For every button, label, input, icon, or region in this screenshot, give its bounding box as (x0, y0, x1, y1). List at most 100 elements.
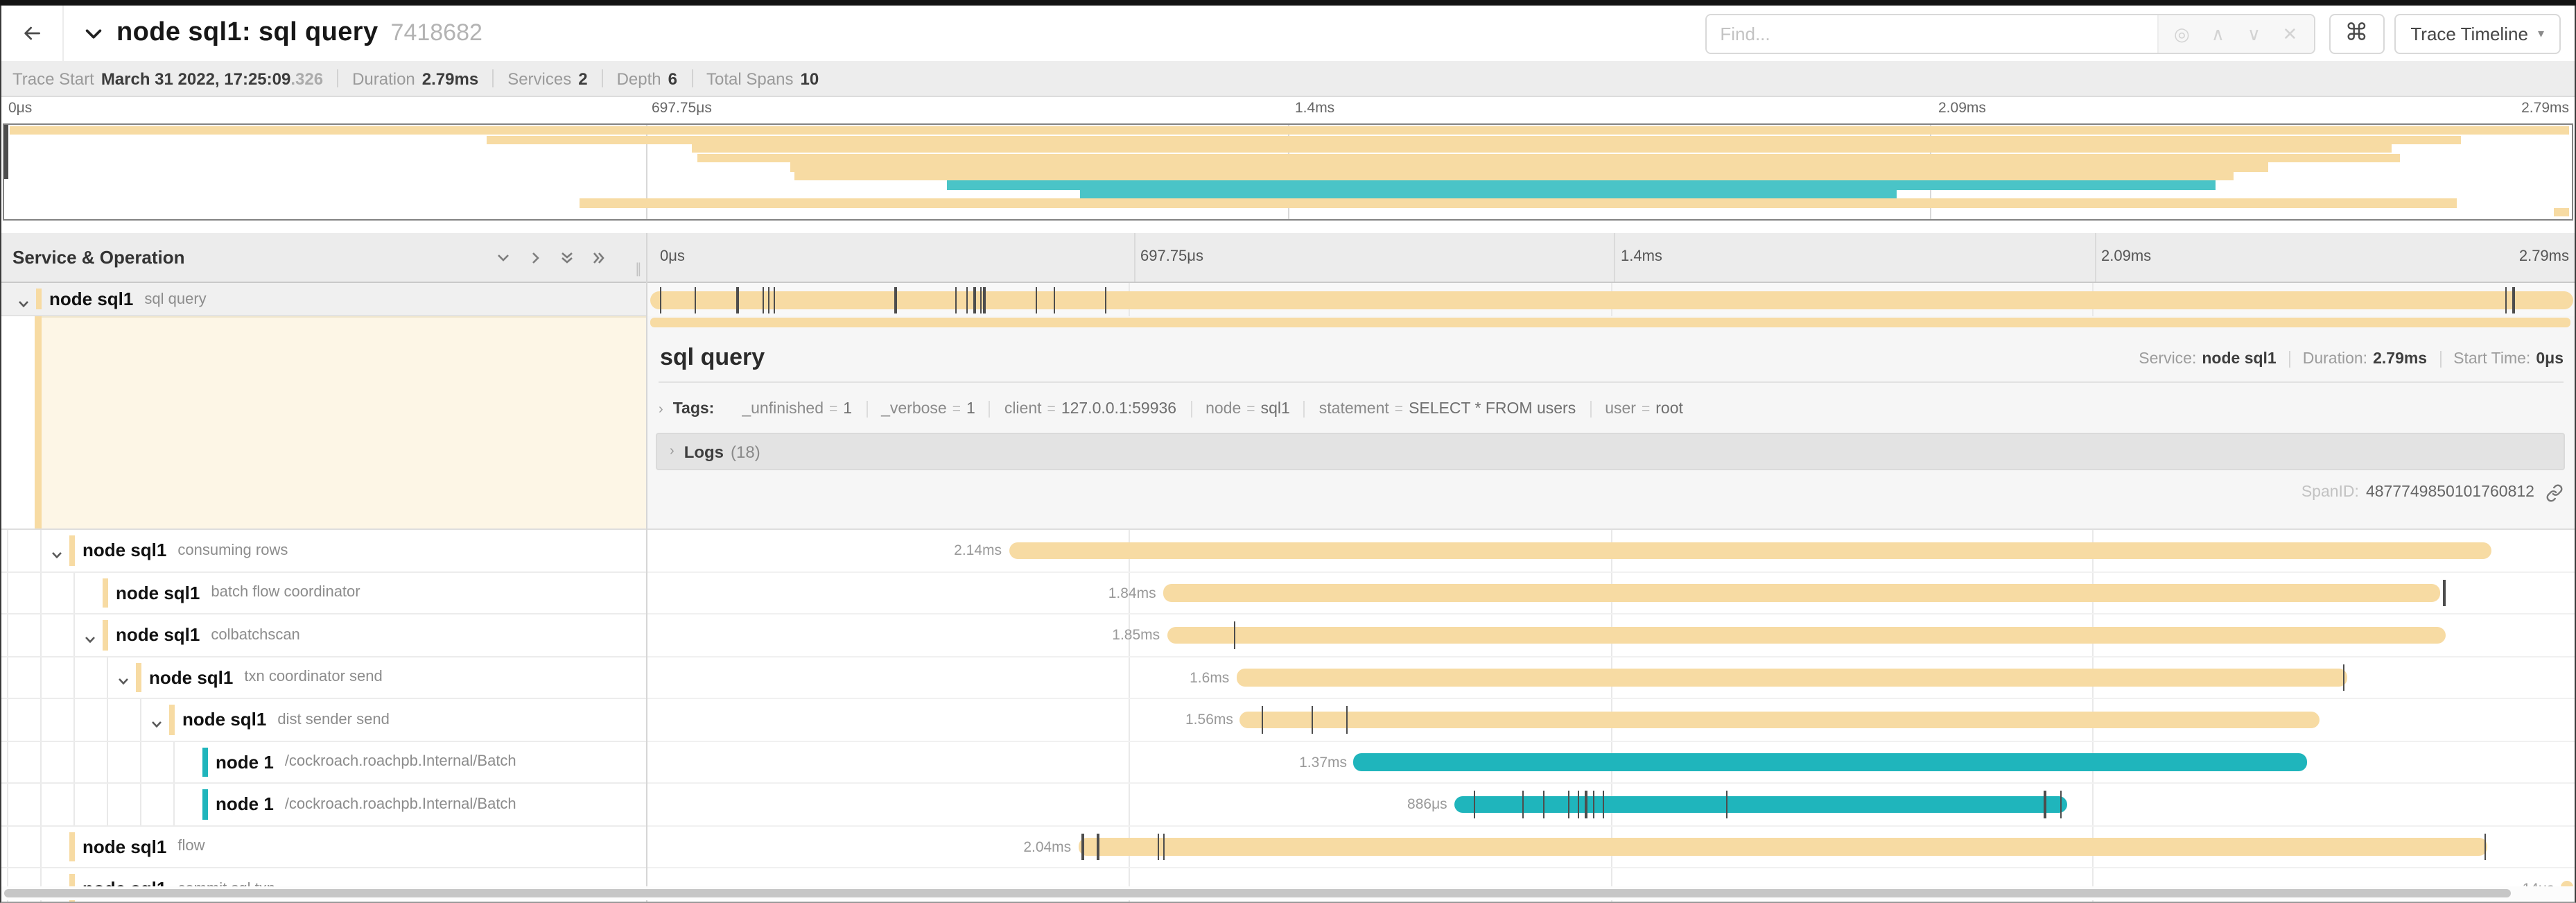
log-marker (1097, 833, 1099, 860)
logs-accordion[interactable]: › Logs (18) (656, 433, 2565, 470)
summary-item-value: 10 (800, 69, 819, 88)
log-marker (1157, 833, 1159, 860)
span-tree-cell[interactable]: node sql1 sql query (1, 283, 646, 316)
collapse-one-chevron-down-icon[interactable] (495, 249, 512, 266)
span-duration-label: 1.37ms (1299, 754, 1347, 771)
chevron-down-icon[interactable] (82, 628, 96, 653)
next-match-icon[interactable]: ∨ (2247, 23, 2261, 44)
log-marker (1234, 621, 1236, 648)
span-bar[interactable] (1353, 753, 2307, 771)
tree-indent-guide (40, 657, 41, 698)
span-bar[interactable] (1236, 669, 2347, 686)
trace-collapse-chevron-down-icon[interactable] (83, 23, 104, 44)
chevron-down-icon[interactable] (149, 713, 163, 738)
span-id-row: SpanID: 4877749850101760812 (2301, 480, 2564, 505)
log-marker (773, 286, 775, 313)
span-timeline-cell[interactable] (646, 283, 2575, 316)
span-operation-name: dist sender send (277, 711, 390, 728)
horizontal-scrollbar-thumb[interactable] (4, 888, 2511, 897)
clear-find-icon[interactable]: ✕ (2282, 23, 2298, 44)
collapse-all-double-chevron-down-icon[interactable] (559, 249, 575, 266)
span-row[interactable]: node sql1 consuming rows 2.14ms (1, 530, 2575, 572)
span-bar[interactable] (1078, 838, 2488, 855)
span-timeline-cell[interactable]: 1.56ms (646, 699, 2575, 741)
span-tree-cell[interactable]: node sql1 txn coordinator send (1, 657, 646, 699)
timeline-gridline (1128, 784, 1130, 825)
back-button[interactable] (1, 6, 64, 61)
column-divider[interactable] (646, 233, 647, 902)
span-tree-cell[interactable]: node sql1 colbatchscan (1, 614, 646, 657)
expand-all-double-chevron-right-icon[interactable] (591, 249, 607, 266)
log-marker (694, 286, 696, 313)
tag-key: _verbose (881, 401, 947, 418)
span-tree-cell[interactable]: node sql1 flow (1, 826, 646, 868)
tree-indent-guide (6, 699, 8, 740)
minimap-canvas[interactable] (3, 123, 2573, 221)
span-timeline-cell[interactable]: 1.84ms (646, 572, 2575, 614)
span-bar[interactable] (1167, 626, 2446, 644)
link-icon[interactable] (2545, 483, 2564, 501)
tag-item: client = 127.0.0.1:59936 (989, 401, 1190, 418)
span-row[interactable]: node sql1 batch flow coordinator 1.84ms (1, 572, 2575, 614)
tags-accordion[interactable]: › Tags: _unfinished = 1 _verbose = 1 client = 12… (659, 394, 2564, 424)
span-tree-cell[interactable]: node sql1 consuming rows (1, 530, 646, 572)
ruler-tick-label: 697.75μs (652, 100, 712, 117)
tree-indent-guide (40, 868, 41, 902)
chevron-down-icon: ▾ (2537, 26, 2544, 40)
arrow-left-icon (24, 26, 40, 40)
span-timeline-cell[interactable]: 2.04ms (646, 826, 2575, 868)
span-row[interactable]: node 1/cockroach.roachpb.Internal/Batch 8… (1, 784, 2575, 826)
trace-view-dropdown[interactable]: Trace Timeline ▾ (2394, 13, 2561, 53)
detail-meta-value: node sql1 (2202, 351, 2277, 368)
span-tree-cell[interactable]: node sql1 batch flow coordinator (1, 572, 646, 614)
span-service-name: node sql1 (82, 836, 167, 857)
span-row[interactable]: node sql1 txn coordinator send 1.6ms (1, 657, 2575, 699)
log-marker (2343, 664, 2345, 691)
trace-summary-bar: Trace Start March 31 2022, 17:25:09.326 Du… (1, 61, 2575, 97)
tag-value: sql1 (1260, 401, 1290, 418)
span-row[interactable]: node sql1 dist sender send 1.56ms (1, 699, 2575, 741)
log-marker (659, 286, 661, 313)
locate-icon[interactable]: ◎ (2174, 23, 2190, 44)
chevron-down-icon[interactable] (49, 544, 63, 569)
summary-item-label: Duration (352, 69, 415, 88)
chevron-down-icon[interactable] (116, 671, 130, 696)
span-row[interactable]: node sql1 colbatchscan 1.85ms (1, 614, 2575, 657)
span-row[interactable]: node sql1 sql query (1, 283, 2575, 316)
span-operation-name: sql query (144, 291, 207, 307)
span-bar[interactable] (1009, 542, 2492, 559)
span-bar[interactable] (1163, 584, 2440, 601)
span-bar[interactable] (650, 291, 2573, 309)
minimap-span-bar (697, 153, 2400, 163)
span-timeline-cell[interactable]: 1.37ms (646, 741, 2575, 784)
summary-item: Duration 2.79ms (352, 69, 478, 88)
span-tree-cell[interactable]: node 1/cockroach.roachpb.Internal/Batch (1, 741, 646, 784)
span-bar[interactable] (1454, 796, 2068, 813)
keyboard-shortcuts-button[interactable]: ⌘ (2329, 13, 2385, 53)
tag-equals: = (1641, 401, 1651, 418)
span-timeline-cell[interactable]: 886μs (646, 784, 2575, 826)
span-timeline-cell[interactable]: 1.85ms (646, 614, 2575, 657)
span-duration-label: 2.14ms (954, 542, 1002, 559)
tree-indent-guide (139, 741, 141, 782)
prev-match-icon[interactable]: ∧ (2211, 23, 2225, 44)
minimap-scrub-handle[interactable] (4, 125, 8, 180)
tree-indent-guide (73, 614, 74, 655)
span-tree-cell[interactable]: node 1/cockroach.roachpb.Internal/Batch (1, 784, 646, 826)
span-row[interactable]: node sql1 flow 2.04ms (1, 826, 2575, 868)
span-timeline-cell[interactable]: 2.14ms (646, 530, 2575, 572)
expand-one-chevron-right-icon[interactable] (527, 249, 543, 266)
find-input[interactable] (1706, 15, 2157, 52)
log-marker (1081, 833, 1084, 860)
log-marker (2484, 833, 2486, 860)
column-resize-grip[interactable]: ∥ (635, 262, 643, 277)
minimap-span-bar (692, 144, 2392, 153)
tree-indent-guide (6, 614, 8, 655)
chevron-down-icon[interactable] (16, 292, 30, 315)
span-timeline-cell[interactable]: 1.6ms (646, 657, 2575, 699)
minimap-span-bar (794, 171, 2234, 181)
span-duration-label: 1.84ms (1108, 585, 1156, 601)
span-bar[interactable] (1239, 711, 2320, 728)
span-row[interactable]: node 1/cockroach.roachpb.Internal/Batch 1… (1, 741, 2575, 784)
span-tree-cell[interactable]: node sql1 dist sender send (1, 699, 646, 741)
